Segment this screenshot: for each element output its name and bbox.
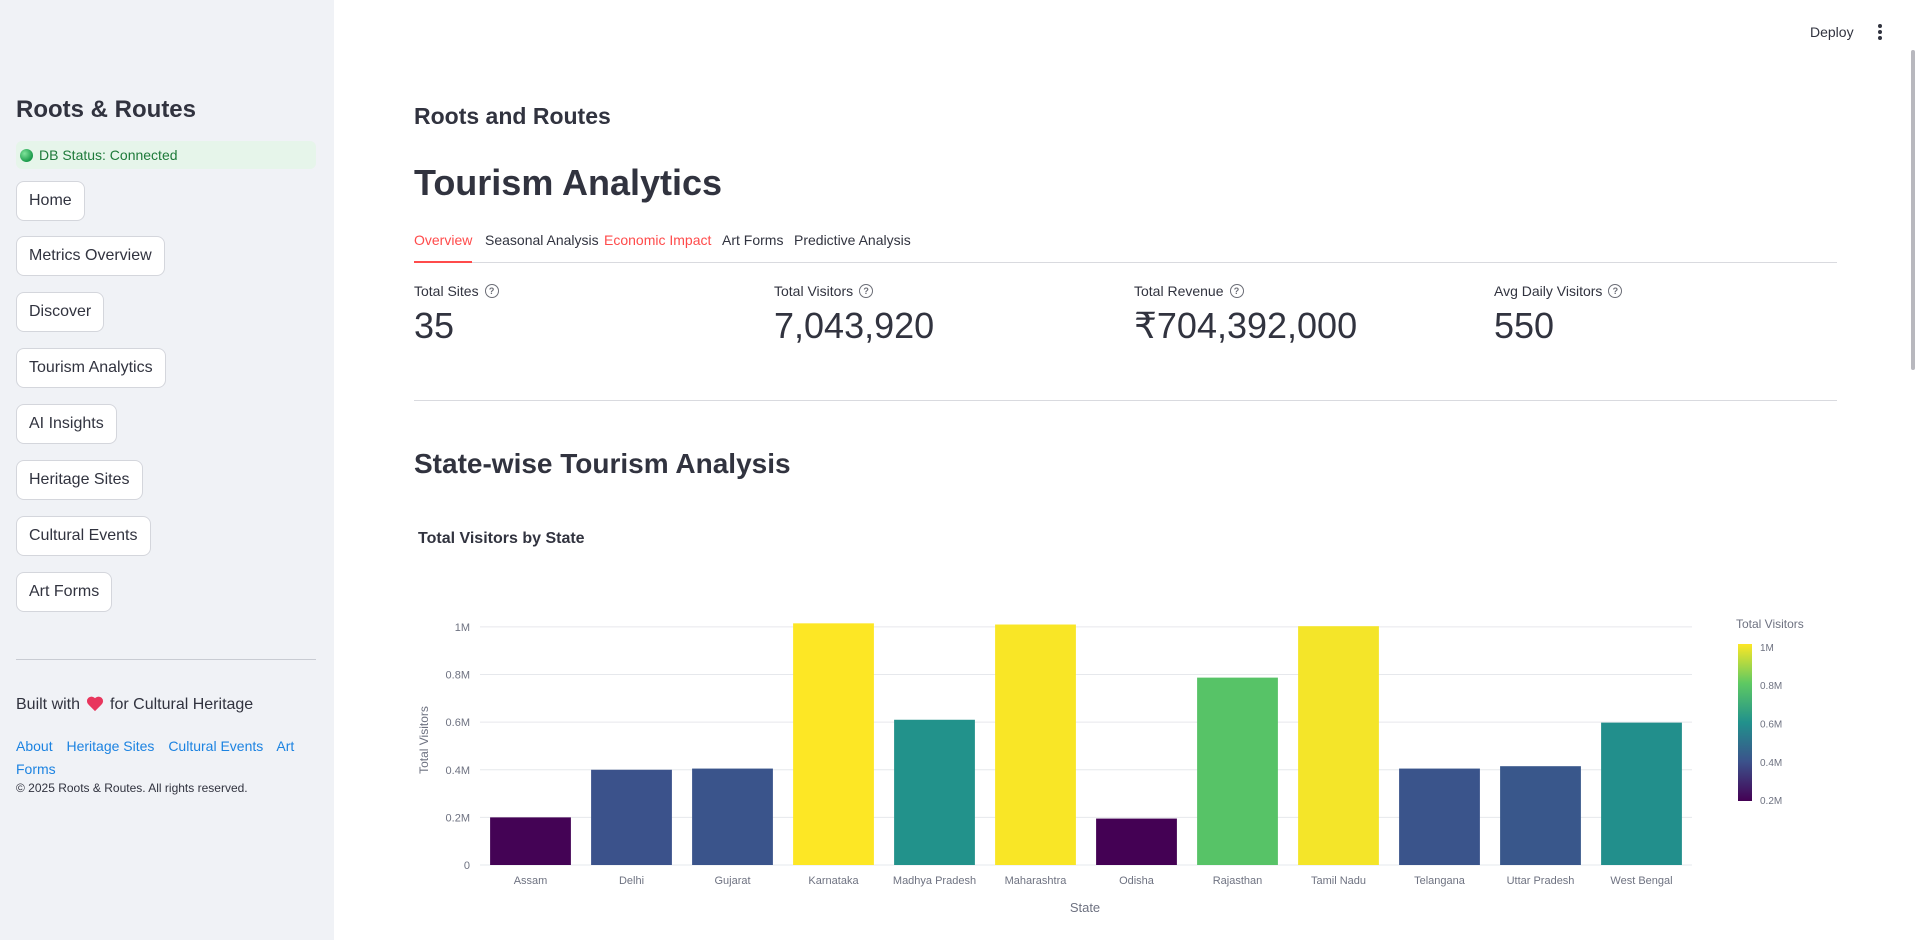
colorbar-gradient [1738,644,1752,801]
built-suffix: for Cultural Heritage [110,696,254,713]
x-tick-label: Maharashtra [1005,875,1068,887]
colorbar-legend: Total Visitors 0.2M 0.4M 0.6M 0.8M 1M [1736,617,1804,807]
bar-maharashtra[interactable] [995,624,1076,865]
metric-avg-daily-visitors: Avg Daily Visitors? 550 [1494,283,1623,347]
metric-value: 7,043,920 [774,305,935,346]
colorbar-tick-label: 1M [1760,643,1774,654]
tab-predictive-analysis[interactable]: Predictive Analysis [794,232,911,248]
heart-icon [86,697,104,713]
help-icon[interactable]: ? [1608,284,1623,298]
bar-west-bengal[interactable] [1601,722,1682,865]
page-title: Tourism Analytics [414,162,723,203]
nav-art-forms-button[interactable]: Art Forms [16,572,113,612]
y-tick-label: 0 [464,860,470,872]
page-scrollbar[interactable] [1911,50,1915,370]
built-with-text: Built with for Cultural Heritage [16,696,253,714]
x-tick-label: Karnataka [808,875,859,887]
y-tick-label: 1M [455,622,470,634]
tab-seasonal-analysis[interactable]: Seasonal Analysis [485,232,599,248]
colorbar-tick-label: 0.2M [1760,796,1782,807]
help-icon[interactable]: ? [484,284,499,298]
metric-value: 35 [414,305,455,346]
metric-total-revenue: Total Revenue? ₹704,392,000 [1134,283,1357,347]
y-tick-label: 0.8M [446,670,470,682]
y-tick-label: 0.6M [446,717,470,729]
bar-rajasthan[interactable] [1197,677,1278,865]
x-tick-label: West Bengal [1610,875,1672,887]
nav-home-button[interactable]: Home [16,181,85,221]
tab-economic-impact[interactable]: Economic Impact [604,232,712,248]
nav-tourism-analytics-button[interactable]: Tourism Analytics [16,348,166,388]
x-tick-label: Madhya Pradesh [893,875,976,887]
y-tick-label: 0.4M [446,765,470,777]
metric-total-sites: Total Sites? 35 [414,283,499,347]
bar-odisha[interactable] [1096,818,1177,865]
nav-heritage-sites-button[interactable]: Heritage Sites [16,460,143,500]
tab-bar: Overview Seasonal Analysis Economic Impa… [414,232,1837,263]
tab-art-forms[interactable]: Art Forms [722,232,784,248]
db-status-badge: DB Status: Connected [16,141,316,169]
y-axis-label: Total Visitors [417,706,431,774]
x-axis-label: State [1070,900,1100,915]
more-menu-icon[interactable] [1874,24,1886,42]
footer-link-heritage-sites[interactable]: Heritage Sites [66,738,155,754]
footer-link-cultural-events[interactable]: Cultural Events [168,738,264,754]
bar-gujarat[interactable] [692,768,773,865]
footer-link-art-forms[interactable]: Art Forms [16,738,295,777]
bar-madhya-pradesh[interactable] [894,719,975,865]
sidebar-brand: Roots & Routes [16,96,196,123]
colorbar-title: Total Visitors [1736,617,1804,631]
nav-metrics-overview-button[interactable]: Metrics Overview [16,236,165,276]
x-tick-label: Delhi [619,875,644,887]
bar-delhi[interactable] [591,769,672,865]
nav-discover-button[interactable]: Discover [16,292,105,332]
deploy-button[interactable]: Deploy [1810,24,1854,40]
footer-links: About Heritage Sites Cultural Events Art… [16,735,306,781]
x-tick-label: Assam [514,875,548,887]
status-dot-icon [20,148,33,162]
section-title: State-wise Tourism Analysis [414,448,791,479]
chart-svg: 0 0.2M 0.4M 0.6M 0.8M 1M Assam Delhi Gujarat Kar… [417,617,1804,915]
metric-total-visitors: Total Visitors? 7,043,920 [774,283,934,347]
metric-label: Total Visitors [774,283,854,299]
bar-tamil-nadu[interactable] [1298,626,1379,865]
tab-overview[interactable]: Overview [414,232,473,263]
x-tick-label: Gujarat [714,875,750,887]
bar-telangana[interactable] [1399,768,1480,865]
metric-value: ₹704,392,000 [1134,305,1358,346]
y-tick-label: 0.2M [446,812,470,824]
x-tick-label: Tamil Nadu [1311,875,1366,887]
sidebar-divider [16,659,316,660]
bar-uttar-pradesh[interactable] [1500,766,1581,865]
db-status-text: DB Status: Connected [39,147,178,163]
metric-label: Total Revenue [1134,283,1224,299]
colorbar-tick-label: 0.4M [1760,758,1782,769]
x-tick-label: Rajasthan [1213,875,1263,887]
chart-title: Total Visitors by State [418,530,585,547]
sidebar: Roots & Routes DB Status: Connected Home… [0,0,334,940]
nav-cultural-events-button[interactable]: Cultural Events [16,516,151,556]
metric-value: 550 [1494,305,1555,346]
nav-ai-insights-button[interactable]: AI Insights [16,404,117,444]
bar-assam[interactable] [490,817,571,865]
footer-link-about[interactable]: About [16,738,53,754]
x-tick-label: Uttar Pradesh [1507,875,1575,887]
section-divider [414,400,1837,401]
colorbar-tick-label: 0.6M [1760,719,1782,730]
x-tick-label: Odisha [1119,875,1155,887]
x-tick-label: Telangana [1414,875,1466,887]
help-icon[interactable]: ? [859,284,874,298]
metric-label: Total Sites [414,283,479,299]
colorbar-tick-label: 0.8M [1760,681,1782,692]
copyright: © 2025 Roots & Routes. All rights reserv… [16,781,248,795]
bar-karnataka[interactable] [793,623,874,865]
help-icon[interactable]: ? [1229,284,1244,298]
visitors-by-state-chart: Total Visitors by State 0 0.2M 0.4M 0.6M 0.8… [414,520,1837,920]
app-title: Roots and Routes [414,103,611,129]
metric-label: Avg Daily Visitors [1494,283,1603,299]
built-prefix: Built with [16,696,81,713]
